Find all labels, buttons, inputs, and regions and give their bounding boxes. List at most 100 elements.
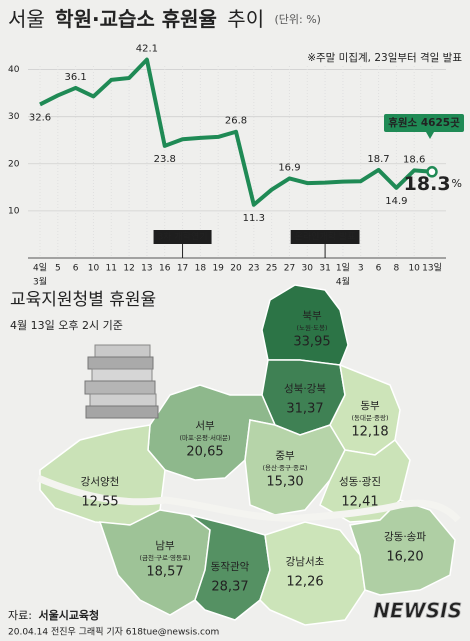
x-tick-label: 10 <box>408 264 420 274</box>
district-name: 중부 <box>275 450 295 462</box>
book <box>89 393 157 407</box>
district-value: 16,20 <box>386 550 423 565</box>
book <box>91 368 153 382</box>
x-tick-label: 27 <box>284 264 295 274</box>
district-name: 강남서초 <box>286 556 325 568</box>
district-value: 12,55 <box>81 495 118 510</box>
title-part: 추이 <box>227 7 264 31</box>
event-label: 온라인개학 발표 <box>295 232 356 243</box>
callout-box <box>384 114 464 132</box>
event-box <box>290 230 360 244</box>
district-sub: (용산·중구·종로) <box>262 463 307 472</box>
last-value: 18.3 <box>404 172 451 194</box>
district <box>189 514 271 621</box>
district-sub: (금천·구로·영등포) <box>139 553 190 562</box>
district-sub: (마포·은평·서대문) <box>179 433 230 442</box>
value-label: 18.6 <box>403 154 425 165</box>
x-tick-label: 4일 <box>33 263 47 274</box>
x-tick-label: 12 <box>123 264 134 274</box>
x-tick-label: 6 <box>73 264 79 274</box>
last-value-label: 18.3% <box>404 172 462 194</box>
district <box>259 521 366 626</box>
source-label: 자료: <box>8 609 32 622</box>
value-label: 18.7 <box>367 154 389 165</box>
x-tick-label: 19 <box>212 264 224 274</box>
y-tick-label: 20 <box>8 159 20 169</box>
book <box>85 405 159 419</box>
district <box>261 284 349 366</box>
district-value: 33,95 <box>293 335 330 350</box>
value-label: 11.3 <box>243 213 265 224</box>
district-value: 12,26 <box>286 575 323 590</box>
month-label: 3월 <box>33 276 47 288</box>
district <box>349 499 456 596</box>
district-value: 12,18 <box>351 425 388 440</box>
month-label: 4월 <box>336 276 350 288</box>
x-tick-label: 6 <box>376 264 382 274</box>
y-tick-label: 10 <box>8 206 20 216</box>
end-marker <box>426 166 438 178</box>
district-sub: (노원·도봉) <box>296 323 327 332</box>
district-name: 동부 <box>360 400 380 412</box>
book <box>84 380 156 395</box>
x-tick-label: 10 <box>88 264 100 274</box>
x-tick-label: 3 <box>358 264 364 274</box>
last-unit: % <box>452 177 462 190</box>
district-value: 31,37 <box>286 402 323 417</box>
x-tick-label: 20 <box>230 264 242 274</box>
value-label: 32.6 <box>29 112 51 123</box>
x-tick-label: 31 <box>319 264 330 274</box>
books-illustration <box>84 344 159 419</box>
map: 북부(노원·도봉) 33,95 성북·강북 31,37 동부 (동대문·중랑) 12,18 서… <box>36 284 461 626</box>
title-part: 서울 <box>8 7 45 31</box>
district-value: 20,65 <box>186 445 223 460</box>
x-tick-label: 5 <box>55 264 61 274</box>
title: 서울 학원·교습소 휴원율 추이 (단위: %) <box>8 7 321 31</box>
x-tick-label: 17 <box>177 264 188 274</box>
district-value: 12,41 <box>341 495 378 510</box>
callout-pointer <box>426 132 434 139</box>
x-tick-label: 13일 <box>422 263 442 274</box>
value-label: 26.8 <box>225 116 247 127</box>
book <box>94 344 151 358</box>
x-tick-label: 30 <box>302 264 314 274</box>
map-title: 교육지원청별 휴원율 <box>10 290 156 310</box>
x-tick-label: 16 <box>159 264 171 274</box>
district-name: 북부 <box>302 310 322 322</box>
note: ※주말 미집계, 23일부터 격일 발표 <box>307 51 462 64</box>
district-name: 남부 <box>155 540 175 552</box>
value-label: 42.1 <box>136 44 158 55</box>
district-name: 강서양천 <box>81 476 120 488</box>
y-tick-label: 40 <box>8 65 20 75</box>
y-tick-label: 30 <box>8 112 20 122</box>
x-tick-label: 11 <box>106 264 117 274</box>
district-name: 서부 <box>195 420 215 432</box>
unit-note: (단위: %) <box>274 13 320 26</box>
title-part: 학원·교습소 휴원율 <box>55 7 217 31</box>
x-tick-label: 1일 <box>336 263 350 274</box>
source-name: 서울시교육청 <box>38 608 99 622</box>
x-tick-label: 8 <box>393 264 399 274</box>
callout-label: 휴원소 4625곳 <box>388 116 460 129</box>
value-label: 16.9 <box>278 162 300 173</box>
event-label: 3차 개학연기 <box>158 231 208 243</box>
map-subtitle: 4월 13일 오후 2시 기준 <box>10 318 123 332</box>
credit: 20.04.14 전진우 그래픽 기자 618tue@newsis.com <box>8 627 219 638</box>
district-name: 성동·광진 <box>339 476 381 488</box>
value-label: 14.9 <box>385 196 407 207</box>
event-box <box>153 230 212 244</box>
x-tick-label: 13 <box>141 264 152 274</box>
logo: NEWSIS <box>373 599 462 623</box>
x-tick-label: 18 <box>195 264 207 274</box>
line-series <box>39 57 433 207</box>
district-value: 18,57 <box>146 565 183 580</box>
han-river <box>36 474 461 523</box>
value-label: 23.8 <box>154 154 176 165</box>
x-tick-label: 25 <box>266 264 277 274</box>
value-label: 36.1 <box>65 72 87 83</box>
source: 자료: 서울시교육청 <box>8 608 99 622</box>
district-value: 15,30 <box>266 475 303 490</box>
book <box>87 356 154 370</box>
